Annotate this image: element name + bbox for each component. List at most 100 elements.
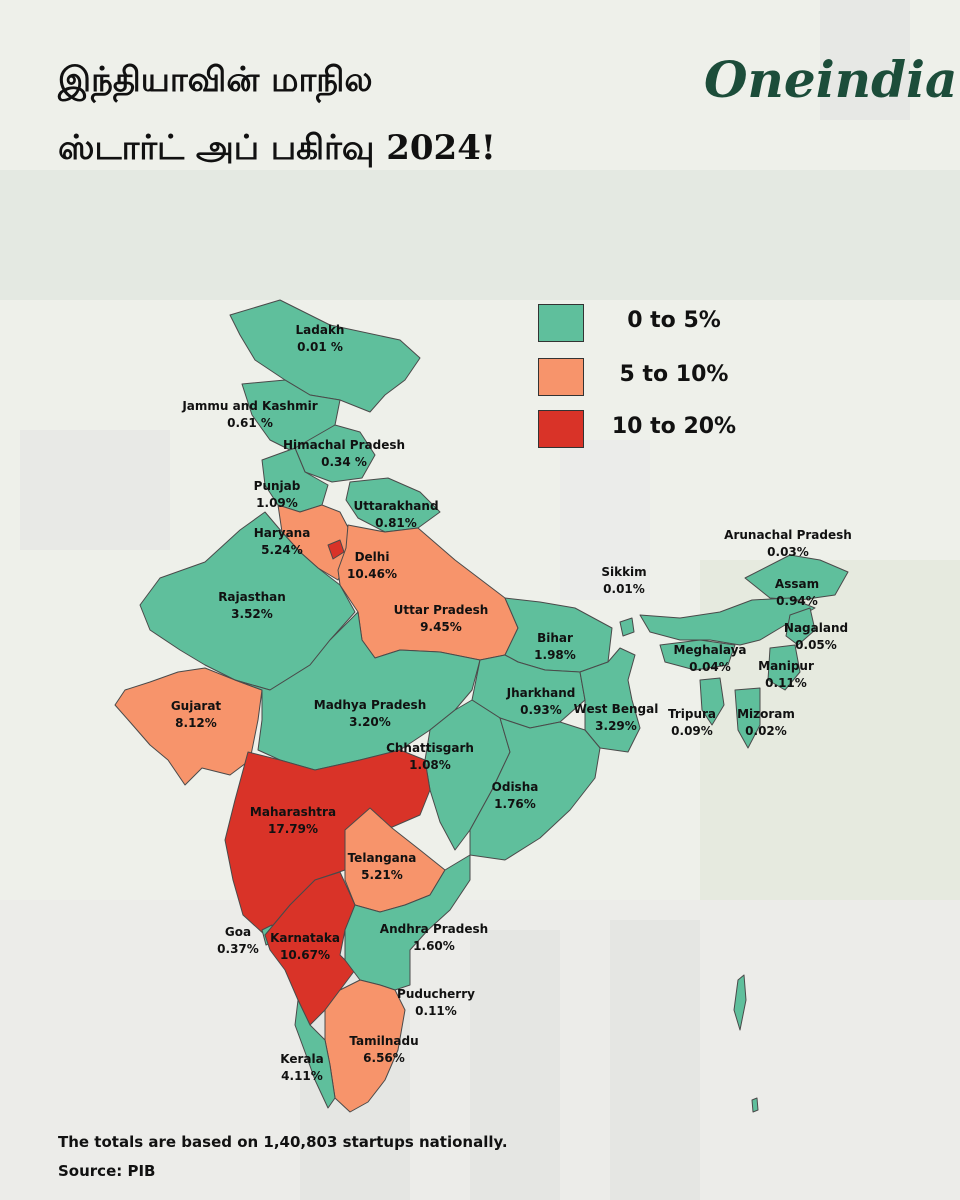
label-kerala-name: Kerala <box>280 1052 323 1066</box>
label-up-value: 9.45% <box>420 620 462 634</box>
label-haryana: Haryana 5.24% <box>254 526 311 557</box>
state-tripura <box>699 677 725 726</box>
state-manipur <box>767 644 801 691</box>
label-meghalaya-value: 0.04% <box>689 660 731 674</box>
label-chhattisgarh-name: Chhattisgarh <box>386 741 474 755</box>
label-jk: Jammu and Kashmir 0.61 % <box>181 399 317 430</box>
state-ap <box>344 854 471 991</box>
label-bihar: Bihar 1.98% <box>534 631 576 662</box>
legend-label-mid: 5 to 10% <box>619 362 729 387</box>
legend-swatch-high <box>538 410 584 448</box>
label-odisha: Odisha 1.76% <box>492 780 539 811</box>
state-mp <box>234 611 481 771</box>
label-tripura: Tripura 0.09% <box>668 707 716 738</box>
title-line-1: இந்தியாவின் மாநில <box>58 60 373 100</box>
label-maharashtra-value: 17.79% <box>268 822 318 836</box>
footnote: The totals are based on 1,40,803 startup… <box>58 1133 508 1151</box>
label-mizoram: Mizoram 0.02% <box>737 707 795 738</box>
legend-label-low: 0 to 5% <box>627 308 721 333</box>
label-mizoram-value: 0.02% <box>745 724 787 738</box>
oneindia-logo: Oneindia <box>704 50 958 109</box>
label-assam: Assam 0.94% <box>775 577 819 608</box>
label-ladakh-name: Ladakh <box>296 323 345 337</box>
label-puducherry-value: 0.11% <box>415 1004 457 1018</box>
label-assam-name: Assam <box>775 577 819 591</box>
label-meghalaya-name: Meghalaya <box>673 643 746 657</box>
label-kerala: Kerala 4.11% <box>280 1052 323 1083</box>
island-nicobar <box>751 1097 759 1113</box>
label-hp-name: Himachal Pradesh <box>283 438 405 452</box>
state-delhi <box>327 539 345 560</box>
label-wb: West Bengal 3.29% <box>574 702 659 733</box>
label-goa-value: 0.37% <box>217 942 259 956</box>
label-meghalaya: Meghalaya 0.04% <box>673 643 746 674</box>
label-delhi-value: 10.46% <box>347 567 397 581</box>
state-mizoram <box>734 687 761 749</box>
label-ap: Andhra Pradesh 1.60% <box>380 922 488 953</box>
label-nagaland-value: 0.05% <box>795 638 837 652</box>
label-manipur-value: 0.11% <box>765 676 807 690</box>
label-punjab-name: Punjab <box>254 479 301 493</box>
label-jharkhand: Jharkhand 0.93% <box>506 686 576 717</box>
state-up <box>337 524 519 661</box>
state-labels: Ladakh 0.01 % Jammu and Kashmir 0.61 % Himac… <box>171 323 852 1083</box>
label-ladakh-value: 0.01 % <box>297 340 343 354</box>
label-tripura-name: Tripura <box>668 707 716 721</box>
label-ap-value: 1.60% <box>413 939 455 953</box>
label-kerala-value: 4.11% <box>281 1069 323 1083</box>
source-note: Source: PIB <box>58 1162 156 1180</box>
label-karnataka: Karnataka 10.67% <box>270 931 340 962</box>
label-maharashtra: Maharashtra 17.79% <box>250 805 336 836</box>
state-nagaland <box>785 607 816 646</box>
label-karnataka-name: Karnataka <box>270 931 340 945</box>
label-sikkim-name: Sikkim <box>601 565 646 579</box>
label-wb-value: 3.29% <box>595 719 637 733</box>
label-jharkhand-value: 0.93% <box>520 703 562 717</box>
label-haryana-name: Haryana <box>254 526 311 540</box>
label-uttarakhand-name: Uttarakhand <box>353 499 438 513</box>
label-hp-value: 0.34 % <box>321 455 367 469</box>
label-assam-value: 0.94% <box>776 594 818 608</box>
label-jk-name: Jammu and Kashmir <box>181 399 317 413</box>
label-rajasthan: Rajasthan 3.52% <box>218 590 286 621</box>
label-ap-name: Andhra Pradesh <box>380 922 488 936</box>
label-uttarakhand-value: 0.81% <box>375 516 417 530</box>
state-rajasthan <box>139 511 356 691</box>
label-up-name: Uttar Pradesh <box>394 603 489 617</box>
island-andaman <box>733 974 747 1031</box>
legend-item-high: 10 to 20% <box>538 406 758 452</box>
label-chhattisgarh: Chhattisgarh 1.08% <box>386 741 474 772</box>
title-line-2: ஸ்டார்ட் அப் பகிர்வு 2024! <box>58 128 496 168</box>
label-bihar-value: 1.98% <box>534 648 576 662</box>
state-assam <box>639 597 816 646</box>
label-rajasthan-name: Rajasthan <box>218 590 286 604</box>
label-rajasthan-value: 3.52% <box>231 607 273 621</box>
label-manipur: Manipur 0.11% <box>758 659 814 690</box>
label-goa: Goa 0.37% <box>217 925 259 956</box>
state-gujarat <box>114 667 263 786</box>
legend-swatch-low <box>538 304 584 342</box>
label-arunachal: Arunachal Pradesh 0.03% <box>724 528 852 559</box>
legend-item-mid: 5 to 10% <box>538 354 758 400</box>
label-mp: Madhya Pradesh 3.20% <box>314 698 427 729</box>
label-nagaland: Nagaland 0.05% <box>784 621 848 652</box>
state-hp <box>294 424 376 483</box>
label-goa-name: Goa <box>225 925 251 939</box>
label-telangana: Telangana 5.21% <box>348 851 417 882</box>
legend-swatch-mid <box>538 358 584 396</box>
label-sikkim-value: 0.01% <box>603 582 645 596</box>
state-sikkim <box>619 617 635 637</box>
label-puducherry: Puducherry 0.11% <box>397 987 475 1018</box>
label-up: Uttar Pradesh 9.45% <box>394 603 489 634</box>
state-meghalaya <box>659 639 736 671</box>
state-wb <box>579 647 641 753</box>
label-mizoram-name: Mizoram <box>737 707 795 721</box>
label-uttarakhand: Uttarakhand 0.81% <box>353 499 438 530</box>
label-sikkim: Sikkim 0.01% <box>601 565 646 596</box>
label-tripura-value: 0.09% <box>671 724 713 738</box>
label-jharkhand-name: Jharkhand <box>506 686 576 700</box>
label-punjab-value: 1.09% <box>256 496 298 510</box>
label-odisha-value: 1.76% <box>494 797 536 811</box>
label-telangana-name: Telangana <box>348 851 417 865</box>
